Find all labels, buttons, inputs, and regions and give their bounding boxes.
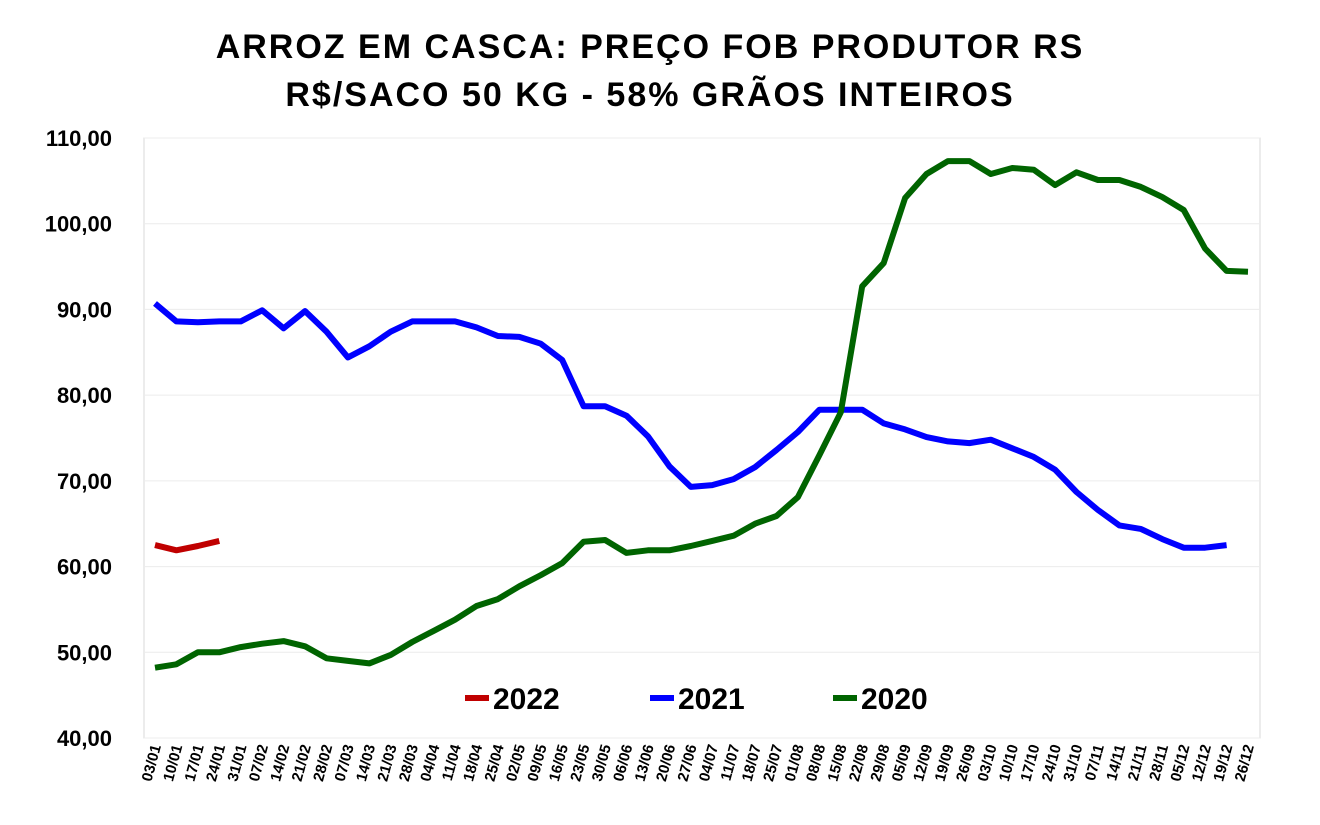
legend-label-2020: 2020 bbox=[861, 683, 928, 716]
series-line-2021 bbox=[153, 301, 1227, 551]
legend-label-2022: 2022 bbox=[493, 683, 560, 716]
y-tick-label: 100,00 bbox=[45, 212, 112, 237]
series-line-2022 bbox=[154, 537, 220, 554]
y-tick-label: 60,00 bbox=[57, 555, 112, 580]
y-tick-label: 70,00 bbox=[57, 469, 112, 494]
series-line-2020 bbox=[154, 158, 1249, 671]
chart-title: ARROZ EM CASCA: PREÇO FOB PRODUTOR RS bbox=[215, 28, 1085, 66]
y-tick-label: 80,00 bbox=[57, 383, 112, 408]
y-tick-label: 110,00 bbox=[46, 126, 112, 151]
y-tick-label: 40,00 bbox=[57, 726, 112, 751]
legend-label-2021: 2021 bbox=[678, 683, 745, 716]
chart-subtitle: R$/SACO 50 KG - 58% GRÃOS INTEIROS bbox=[285, 76, 1015, 114]
y-tick-label: 50,00 bbox=[57, 640, 112, 665]
y-tick-label: 90,00 bbox=[57, 297, 112, 322]
